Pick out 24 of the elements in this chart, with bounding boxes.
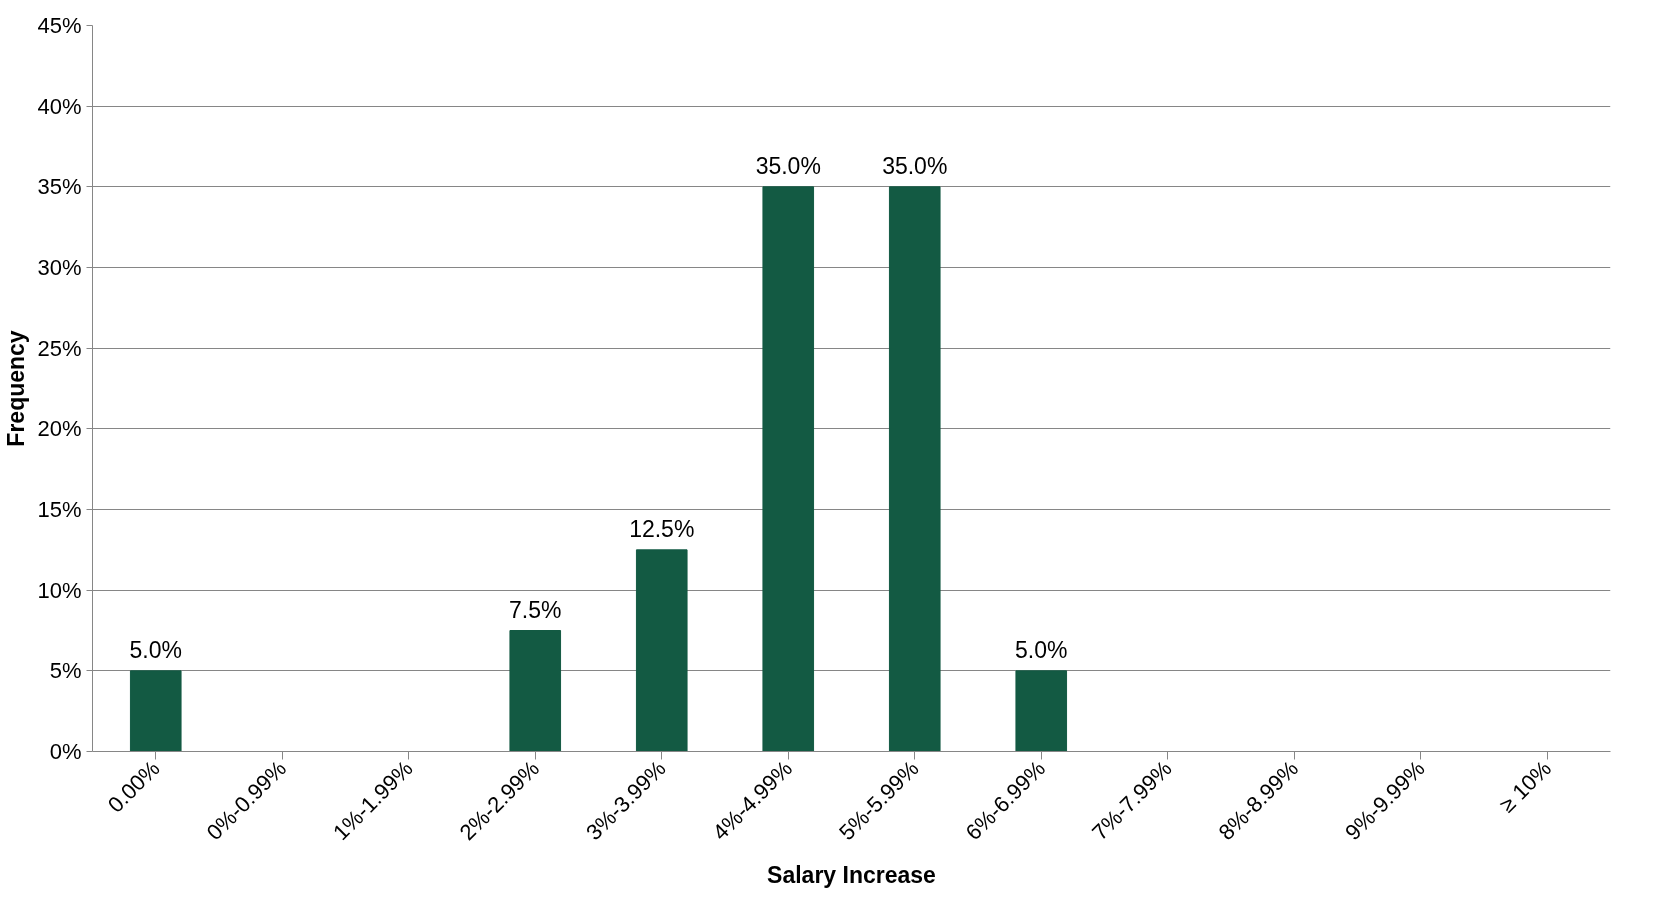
y-tick-label: 35%: [37, 174, 82, 200]
y-tick-label: 30%: [37, 255, 82, 280]
y-tick-label: 5%: [49, 658, 82, 684]
y-tick-label: 15%: [37, 497, 82, 522]
data-label: 5.0%: [1015, 636, 1068, 663]
bar: [888, 186, 941, 752]
bar: [762, 186, 815, 752]
x-axis-title: Salary Increase: [767, 861, 936, 888]
bar: [635, 549, 688, 752]
data-label: 5.0%: [129, 636, 182, 663]
y-tick-label: 25%: [37, 335, 82, 361]
data-label: 12.5%: [629, 515, 695, 542]
y-axis-title: Frequency: [3, 330, 30, 447]
bar: [129, 670, 182, 752]
bar: [509, 630, 562, 752]
data-label: 35.0%: [755, 152, 821, 179]
data-label: 35.0%: [882, 152, 948, 179]
data-label: 7.5%: [509, 596, 562, 623]
y-tick-label: 0%: [49, 739, 82, 764]
bar: [1015, 670, 1068, 752]
y-tick-label: 20%: [37, 416, 82, 442]
y-tick-label: 45%: [37, 13, 82, 38]
y-tick-label: 10%: [37, 577, 82, 603]
y-tick-label: 40%: [37, 93, 82, 119]
